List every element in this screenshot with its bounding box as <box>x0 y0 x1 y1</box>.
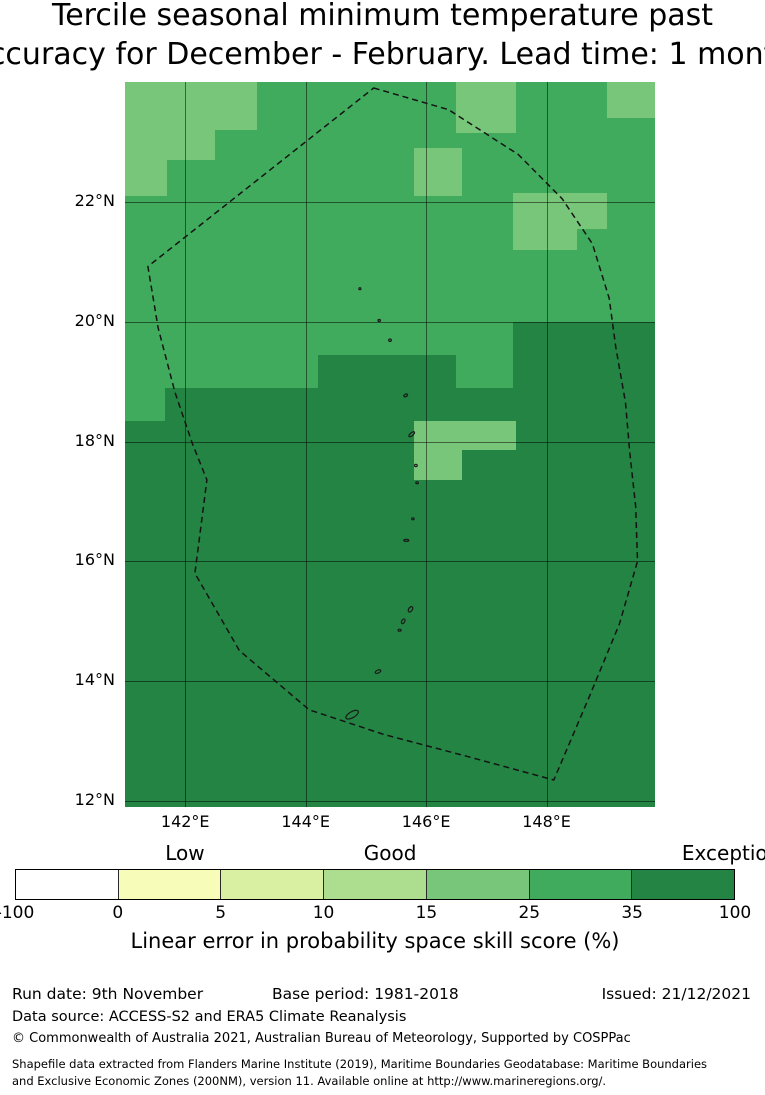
quality-label: Low <box>165 841 205 865</box>
skill-region <box>456 387 514 421</box>
island-outline <box>415 481 420 485</box>
y-axis-tick: 18°N <box>74 430 115 450</box>
skill-region <box>462 420 517 451</box>
island-outline <box>411 517 415 521</box>
skill-region <box>317 354 457 421</box>
island-outline <box>403 538 410 542</box>
colorbar-tick: 35 <box>621 903 643 923</box>
colorbar-tick: 25 <box>518 903 541 923</box>
colorbar-tick: 10 <box>312 903 335 923</box>
skill-region <box>164 387 318 421</box>
y-axis-tick: 20°N <box>74 310 115 330</box>
island-outline <box>414 463 418 468</box>
colorbar-axis-label: Linear error in probability space skill … <box>130 929 620 953</box>
figure-title: Tercile seasonal minimum temperature pas… <box>0 0 765 74</box>
island-outline <box>397 628 402 632</box>
figure-title-line2: accuracy for December - February. Lead t… <box>0 37 765 72</box>
skill-region <box>125 82 216 160</box>
colorbar-tick: 5 <box>215 903 227 923</box>
shapefile-line1: Shapefile data extracted from Flanders M… <box>12 1057 708 1071</box>
eez-boundary-dashed <box>147 87 639 781</box>
quality-label: Exceptional <box>681 841 765 865</box>
gridline-meridian <box>185 82 187 807</box>
colorbar-segment <box>425 870 529 899</box>
run-date: Run date: 9th November <box>12 985 204 1003</box>
island-outline <box>388 338 392 343</box>
island-outline <box>407 606 414 613</box>
colorbar-segment <box>631 870 735 899</box>
skill-region <box>513 228 577 250</box>
skill-region <box>125 420 655 807</box>
island-outline <box>408 431 416 438</box>
quality-label: Good <box>363 841 417 865</box>
copyright: © Commonwealth of Australia 2021, Austra… <box>12 1031 631 1046</box>
colorbar-segment <box>528 870 632 899</box>
y-axis-tick: 14°N <box>74 670 115 690</box>
gridline-meridian <box>305 82 307 807</box>
x-axis-tick: 146°E <box>401 812 451 831</box>
colorbar-tick: -100 <box>0 903 35 923</box>
skill-region <box>456 82 517 133</box>
y-axis-tick: 16°N <box>74 550 115 570</box>
colorbar <box>15 869 735 900</box>
colorbar-segment <box>220 870 324 899</box>
island-outline <box>377 318 382 323</box>
skill-region <box>513 321 655 421</box>
gridline-meridian <box>546 82 548 807</box>
figure-title-line1: Tercile seasonal minimum temperature pas… <box>51 0 714 33</box>
colorbar-tick: 100 <box>718 903 752 923</box>
colorbar-tick: 15 <box>415 903 438 923</box>
island-outline <box>374 669 382 675</box>
skill-region <box>215 82 258 130</box>
gridline-parallel <box>125 201 655 203</box>
island-outline <box>403 393 409 398</box>
gridline-parallel <box>125 681 655 683</box>
shapefile-line2: and Exclusive Economic Zones (200NM), ve… <box>12 1074 607 1088</box>
colorbar-tick: 0 <box>112 903 124 923</box>
map-overlay <box>147 87 639 781</box>
map-plot <box>125 82 655 807</box>
x-axis-tick: 142°E <box>160 812 210 831</box>
issued-date: Issued: 21/12/2021 <box>601 985 751 1003</box>
x-axis-tick: 148°E <box>522 812 571 831</box>
island-outline <box>400 618 406 625</box>
colorbar-segment <box>117 870 221 899</box>
skill-region <box>414 147 463 196</box>
data-source: Data source: ACCESS-S2 and ERA5 Climate … <box>12 1009 407 1025</box>
skill-region <box>125 159 168 196</box>
gridline-parallel <box>125 321 655 323</box>
island-outline <box>358 287 362 291</box>
footer-row-dates: Run date: 9th November Base period: 1981… <box>0 985 765 1007</box>
y-axis-tick: 12°N <box>74 790 115 809</box>
island-outline <box>345 709 359 720</box>
base-period: Base period: 1981-2018 <box>272 985 459 1003</box>
skill-region <box>414 420 463 481</box>
shapefile-attribution: Shapefile data extracted from Flanders M… <box>12 1056 707 1090</box>
gridline-parallel <box>125 801 655 802</box>
gridline-meridian <box>426 82 428 807</box>
skill-region <box>606 82 655 118</box>
y-axis-tick: 22°N <box>74 190 115 210</box>
skill-region <box>513 192 607 229</box>
colorbar-segment <box>323 870 426 899</box>
x-axis-tick: 144°E <box>281 812 330 831</box>
gridline-parallel <box>125 441 655 443</box>
gridline-parallel <box>125 561 655 563</box>
colorbar-segment <box>16 870 118 899</box>
